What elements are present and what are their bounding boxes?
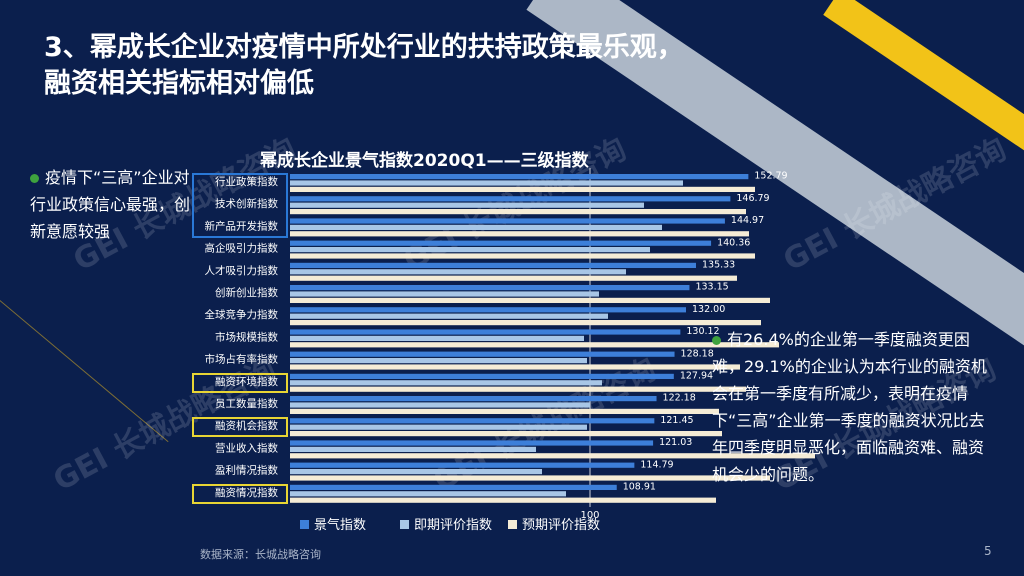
data-label: 133.15 (695, 282, 728, 293)
bar-1 (290, 418, 655, 424)
bar-2 (290, 469, 542, 475)
data-label: 121.03 (659, 437, 692, 448)
bar-3 (290, 231, 749, 237)
data-label: 127.94 (680, 371, 713, 382)
left-bullet: 疫情下“三高”企业对行业政策信心最强，创新意愿较强 (30, 164, 190, 245)
category-label: 创新创业指数 (215, 286, 278, 299)
legend-label: 景气指数 (314, 517, 366, 533)
data-label: 114.79 (640, 459, 673, 470)
bar-2 (290, 358, 587, 364)
legend-swatch (300, 520, 309, 529)
bar-1 (290, 329, 681, 335)
data-label: 144.97 (731, 215, 764, 226)
bar-1 (290, 262, 696, 268)
bullet-dot-icon (30, 174, 39, 183)
bar-3 (290, 275, 737, 281)
legend-label: 即期评价指数 (414, 518, 492, 533)
highlight-box-financing-status (192, 483, 288, 504)
bullet-dot-icon (712, 336, 721, 345)
data-source: 数据来源：长城战略咨询 (200, 548, 321, 561)
bar-1 (290, 307, 686, 313)
data-label: 140.36 (717, 237, 750, 248)
bar-1 (290, 285, 690, 291)
data-label: 128.18 (681, 348, 714, 359)
highlight-box-financing-opportunity (192, 417, 288, 438)
legend-swatch (400, 520, 409, 529)
bar-3 (290, 253, 755, 259)
category-label: 人才吸引力指数 (205, 264, 279, 277)
bar-3 (290, 364, 740, 370)
bar-3 (290, 297, 770, 303)
category-label: 盈利情况指数 (215, 464, 278, 477)
bar-2 (290, 491, 566, 497)
bar-2 (290, 380, 602, 386)
bar-3 (290, 497, 716, 503)
bar-3 (290, 342, 779, 348)
bar-2 (290, 313, 608, 319)
legend-label: 预期评价指数 (522, 518, 600, 533)
data-label: 135.33 (702, 260, 735, 271)
bar-1 (290, 240, 712, 246)
bar-2 (290, 291, 599, 297)
right-bullet: 有26.4%的企业第一季度融资更困难，29.1%的企业认为本行业的融资机会在第一… (712, 326, 992, 488)
category-label: 市场规模指数 (215, 330, 278, 343)
left-bullet-text: 疫情下“三高”企业对行业政策信心最强，创新意愿较强 (30, 168, 191, 241)
data-label: 108.91 (623, 482, 656, 493)
bar-1 (290, 351, 675, 357)
reference-line-label: 100 (580, 510, 599, 521)
watermark: GEI 长城战略咨询 (427, 351, 663, 499)
page-number: 5 (984, 544, 992, 558)
bar-3 (290, 386, 746, 392)
page-title-line-2: 融资相关指标相对偏低 (44, 68, 314, 99)
legend-swatch (508, 520, 517, 529)
bar-2 (290, 180, 683, 186)
data-label: 121.45 (660, 415, 693, 426)
data-label: 146.79 (736, 193, 769, 204)
page-title-line-1: 3、幂成长企业对疫情中所处行业的扶持政策最乐观， (44, 32, 684, 63)
category-label: 营业收入指数 (215, 441, 278, 454)
right-bullet-text: 有26.4%的企业第一季度融资更困难，29.1%的企业认为本行业的融资机会在第一… (712, 330, 987, 484)
category-label: 高企吸引力指数 (205, 242, 279, 255)
bar-3 (290, 408, 719, 414)
bar-2 (290, 335, 584, 341)
category-label: 全球竞争力指数 (205, 308, 279, 321)
data-label: 132.00 (692, 304, 725, 315)
bar-2 (290, 269, 626, 275)
bar-3 (290, 320, 761, 326)
page-title: 3、幂成长企业对疫情中所处行业的扶持政策最乐观， 融资相关指标相对偏低 (44, 30, 684, 102)
highlight-box-policy-innovation (192, 173, 288, 238)
data-label: 122.18 (663, 393, 696, 404)
bar-3 (290, 475, 770, 481)
chart-title: 幂成长企业景气指数2020Q1——三级指数 (260, 151, 589, 171)
highlight-box-financing-environment (192, 372, 288, 393)
